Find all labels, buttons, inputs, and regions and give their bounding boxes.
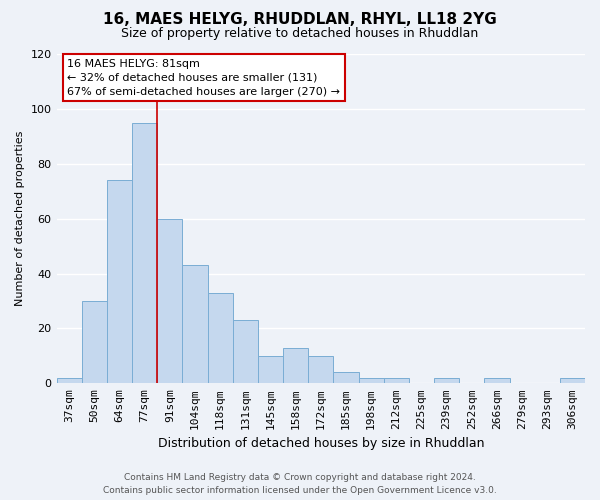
Text: 16, MAES HELYG, RHUDDLAN, RHYL, LL18 2YG: 16, MAES HELYG, RHUDDLAN, RHYL, LL18 2YG <box>103 12 497 28</box>
Y-axis label: Number of detached properties: Number of detached properties <box>15 131 25 306</box>
Bar <box>308 356 334 384</box>
Bar <box>82 301 107 384</box>
Bar <box>233 320 258 384</box>
Bar <box>283 348 308 384</box>
Bar <box>107 180 132 384</box>
Bar <box>157 218 182 384</box>
Bar <box>434 378 459 384</box>
Bar <box>484 378 509 384</box>
Text: Contains HM Land Registry data © Crown copyright and database right 2024.
Contai: Contains HM Land Registry data © Crown c… <box>103 474 497 495</box>
Bar <box>334 372 359 384</box>
Bar <box>56 378 82 384</box>
Bar <box>383 378 409 384</box>
Bar <box>560 378 585 384</box>
Bar <box>208 292 233 384</box>
Bar <box>132 122 157 384</box>
Bar <box>258 356 283 384</box>
Bar <box>359 378 383 384</box>
Bar <box>182 266 208 384</box>
Text: Size of property relative to detached houses in Rhuddlan: Size of property relative to detached ho… <box>121 28 479 40</box>
X-axis label: Distribution of detached houses by size in Rhuddlan: Distribution of detached houses by size … <box>158 437 484 450</box>
Text: 16 MAES HELYG: 81sqm
← 32% of detached houses are smaller (131)
67% of semi-deta: 16 MAES HELYG: 81sqm ← 32% of detached h… <box>67 59 340 97</box>
